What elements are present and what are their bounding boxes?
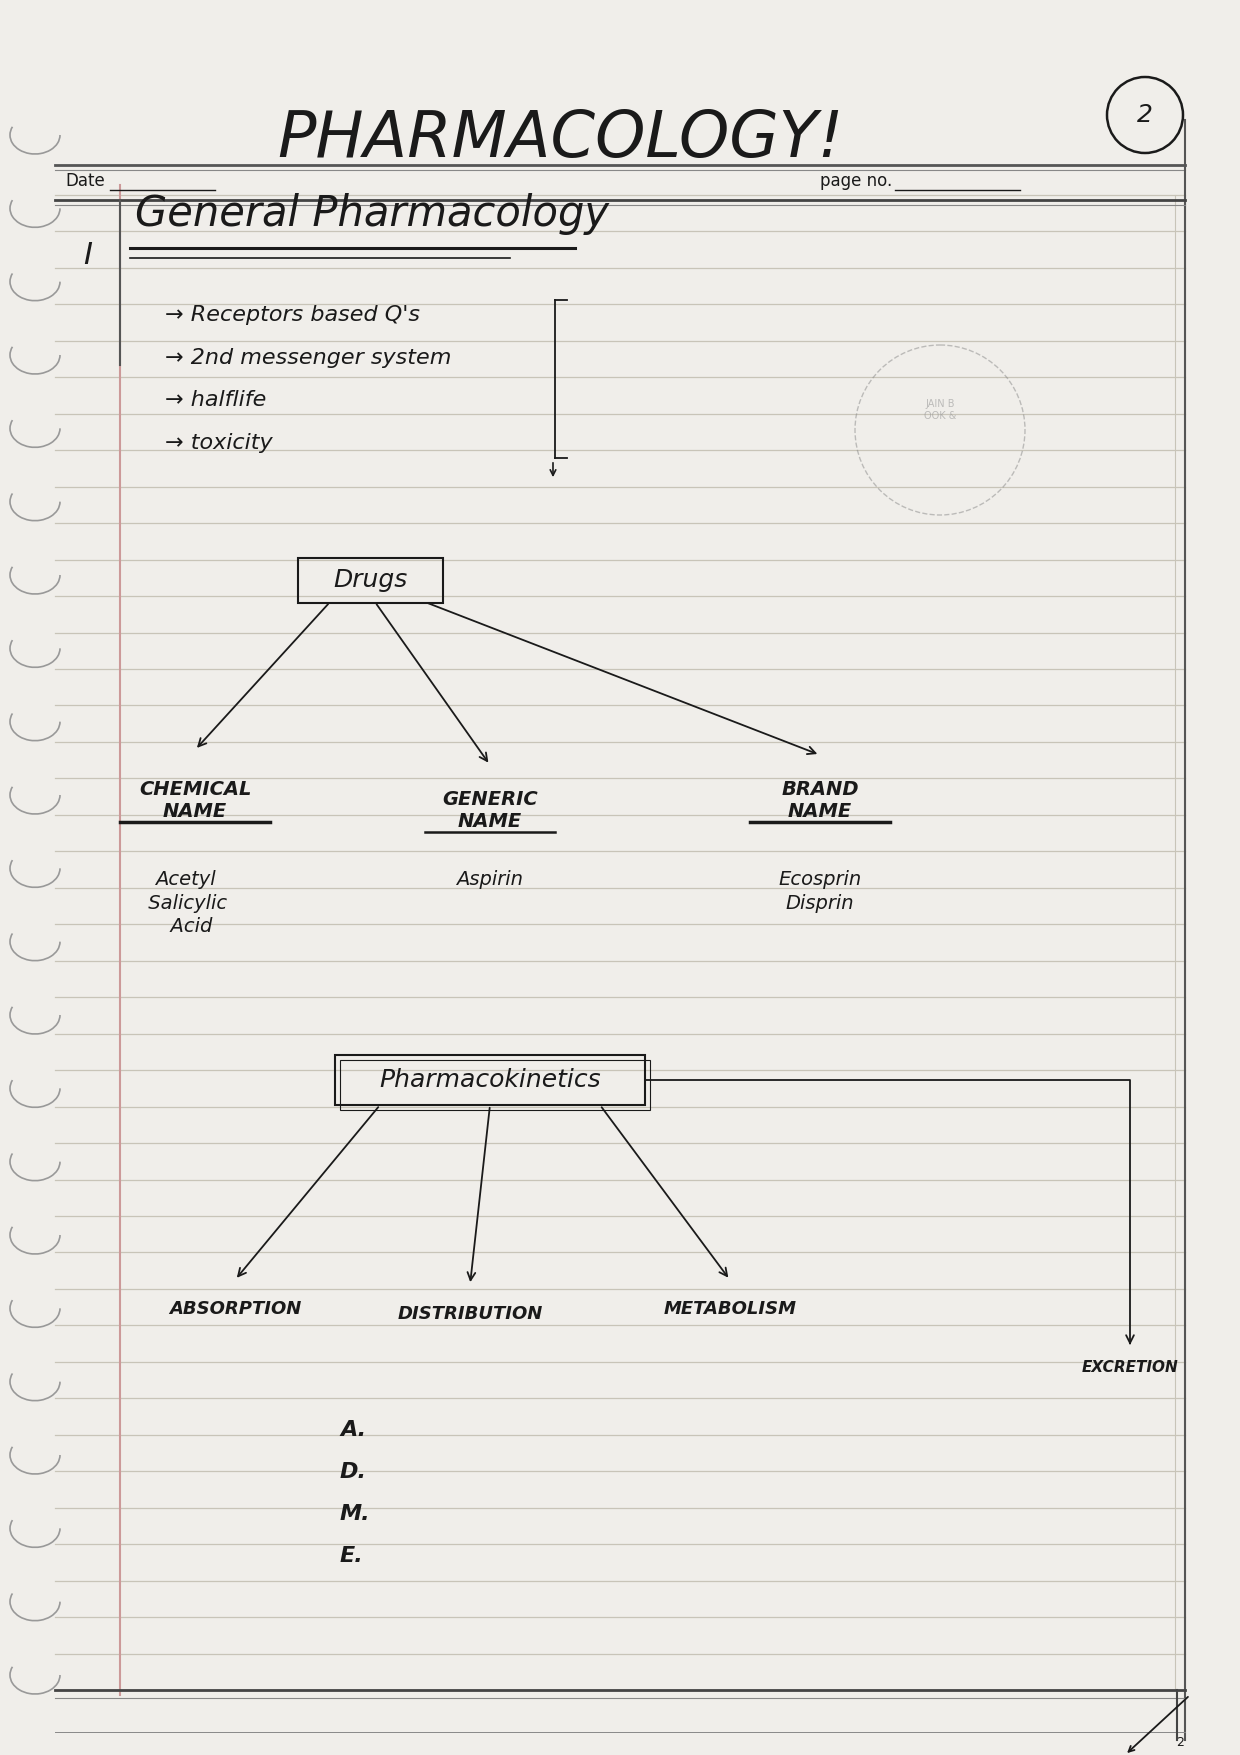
Text: page no.: page no. bbox=[820, 172, 893, 190]
Text: Acetyl
 Salicylic
  Acid: Acetyl Salicylic Acid bbox=[143, 870, 228, 935]
Text: BRAND
NAME: BRAND NAME bbox=[781, 779, 859, 821]
Text: I: I bbox=[83, 240, 93, 270]
Text: 2: 2 bbox=[1176, 1736, 1184, 1748]
Text: → 2nd messenger system: → 2nd messenger system bbox=[165, 347, 451, 369]
Text: Ecosprin
Disprin: Ecosprin Disprin bbox=[779, 870, 862, 913]
Text: DISTRIBUTION: DISTRIBUTION bbox=[397, 1306, 543, 1323]
Text: → Receptors based Q's: → Receptors based Q's bbox=[165, 305, 420, 325]
Text: 2: 2 bbox=[1137, 104, 1153, 126]
Text: GENERIC
NAME: GENERIC NAME bbox=[443, 790, 538, 832]
Text: D.: D. bbox=[340, 1462, 367, 1481]
Text: EXCRETION: EXCRETION bbox=[1081, 1360, 1178, 1374]
Text: JAIN B
OOK &: JAIN B OOK & bbox=[924, 398, 956, 421]
Text: PHARMACOLOGY!: PHARMACOLOGY! bbox=[277, 109, 843, 170]
Text: Aspirin: Aspirin bbox=[456, 870, 523, 890]
Text: METABOLISM: METABOLISM bbox=[663, 1300, 796, 1318]
Text: M.: M. bbox=[340, 1504, 371, 1523]
Text: A.: A. bbox=[340, 1420, 366, 1441]
Text: Pharmacokinetics: Pharmacokinetics bbox=[379, 1069, 601, 1092]
Text: ABSORPTION: ABSORPTION bbox=[169, 1300, 301, 1318]
Bar bbox=[298, 558, 443, 604]
Text: CHEMICAL
NAME: CHEMICAL NAME bbox=[139, 779, 252, 821]
Text: Drugs: Drugs bbox=[332, 569, 407, 591]
Text: General Pharmacology: General Pharmacology bbox=[135, 193, 609, 235]
Text: E.: E. bbox=[340, 1546, 363, 1565]
Bar bbox=[340, 1060, 650, 1109]
Text: → halflife: → halflife bbox=[165, 390, 267, 411]
Bar bbox=[335, 1055, 645, 1106]
Text: Date: Date bbox=[64, 172, 104, 190]
Text: → toxicity: → toxicity bbox=[165, 433, 273, 453]
